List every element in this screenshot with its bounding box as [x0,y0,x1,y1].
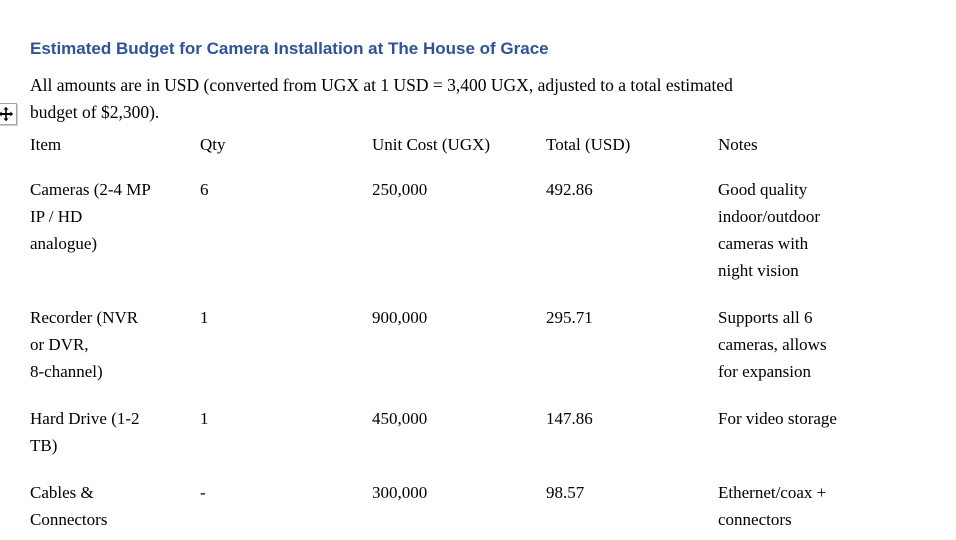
col-header-notes: Notes [718,135,758,154]
cell-unit-cost: 900,000 [372,308,428,327]
cell-qty: 1 [200,409,209,428]
cell-total: 98.57 [546,483,585,502]
cell-notes: Supports all 6 cameras, allows for expan… [718,308,827,381]
cell-qty: - [200,483,206,502]
col-header-qty: Qty [200,135,226,154]
col-header-unit-cost: Unit Cost (UGX) [372,135,491,154]
cell-unit-cost: 450,000 [372,409,428,428]
cell-notes: Good quality indoor/outdoor cameras with… [718,180,820,280]
budget-table: Item Qty Unit Cost (UGX) Total (USD) Not… [30,131,928,540]
cell-item: Recorder (NVR or DVR, 8-channel) [30,308,139,381]
cell-total: 295.71 [546,308,593,327]
cell-total: 492.86 [546,180,593,199]
cell-unit-cost: 250,000 [372,180,428,199]
cell-notes: For video storage [718,409,837,428]
intro-paragraph: All amounts are in USD (converted from U… [30,74,733,122]
cell-item: Cables & Connectors [30,483,108,529]
cell-notes: Ethernet/coax + connectors [718,483,827,529]
cell-qty: 6 [200,180,209,199]
col-header-item: Item [30,135,62,154]
cell-unit-cost: 300,000 [372,483,428,502]
cell-item: Hard Drive (1-2 TB) [30,409,140,455]
table-move-handle[interactable] [0,103,17,125]
cell-total: 147.86 [546,409,593,428]
cell-qty: 1 [200,308,209,327]
move-cross-icon [0,106,14,122]
cell-item: Cameras (2-4 MP IP / HD analogue) [30,180,151,253]
col-header-total: Total (USD) [546,135,631,154]
document-title: Estimated Budget for Camera Installation… [30,39,549,59]
